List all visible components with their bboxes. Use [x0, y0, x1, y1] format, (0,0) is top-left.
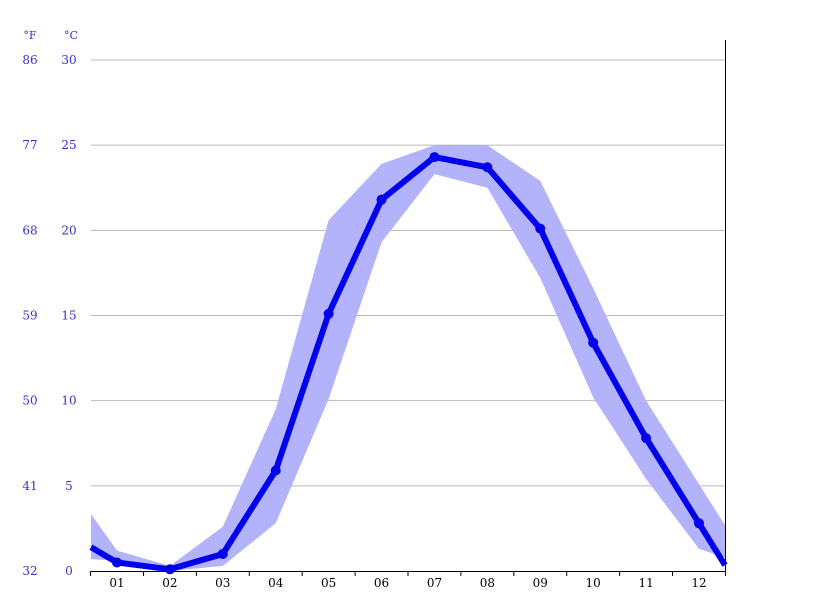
data-point	[694, 518, 704, 529]
x-tick-label: 10	[586, 576, 601, 590]
x-tick-label: 06	[374, 576, 389, 590]
y-tick-label-celsius: 0	[65, 564, 73, 578]
data-point	[323, 308, 334, 319]
data-point	[270, 465, 281, 476]
y-tick-label-fahrenheit: 41	[22, 479, 37, 493]
data-point	[588, 337, 599, 348]
data-point	[429, 152, 440, 163]
y-tick-label-celsius: 25	[61, 138, 76, 152]
y-tick-label-fahrenheit: 77	[22, 138, 37, 152]
series-line	[89, 154, 728, 573]
x-tick-label: 12	[691, 576, 706, 590]
y-tick-label-fahrenheit: 86	[22, 53, 37, 67]
y-tick-label-celsius: 30	[61, 53, 76, 67]
x-tick-label: 01	[109, 576, 124, 590]
celsius-unit-label: °C	[64, 29, 78, 42]
gridlines	[91, 59, 725, 487]
y-tick-label-celsius: 15	[61, 309, 76, 323]
data-point	[164, 564, 175, 575]
y-tick-label-fahrenheit: 59	[22, 309, 37, 323]
data-point	[217, 548, 228, 559]
fahrenheit-unit-label: °F	[23, 29, 37, 42]
axis-labels: °F °C 86 30 77 25 68 20 59 15 50 10 41 5 32 0 01 02 03 04…	[22, 29, 706, 590]
temperature-series	[89, 152, 728, 575]
data-point	[535, 223, 546, 234]
x-tick-label: 09	[533, 576, 548, 590]
y-tick-label-celsius: 20	[61, 223, 76, 237]
axes	[90, 40, 726, 576]
temperature-range-area	[91, 145, 725, 571]
y-tick-label-celsius: 10	[61, 394, 76, 408]
data-point	[376, 194, 387, 205]
y-tick-label-fahrenheit: 32	[22, 564, 37, 578]
temperature-range-band	[91, 145, 725, 571]
x-tick-label: 02	[162, 576, 177, 590]
y-tick-label-fahrenheit: 68	[22, 223, 37, 237]
x-tick-label: 07	[427, 576, 442, 590]
data-point	[482, 162, 493, 173]
data-point	[112, 557, 122, 568]
x-tick-label: 11	[638, 576, 653, 590]
y-tick-label-fahrenheit: 50	[22, 394, 37, 408]
x-tick-label: 08	[480, 576, 495, 590]
x-tick-label: 03	[215, 576, 230, 590]
x-tick-label: 04	[268, 576, 284, 590]
data-point	[641, 433, 652, 444]
x-tick-label: 05	[321, 576, 336, 590]
y-tick-label-celsius: 5	[65, 479, 73, 493]
